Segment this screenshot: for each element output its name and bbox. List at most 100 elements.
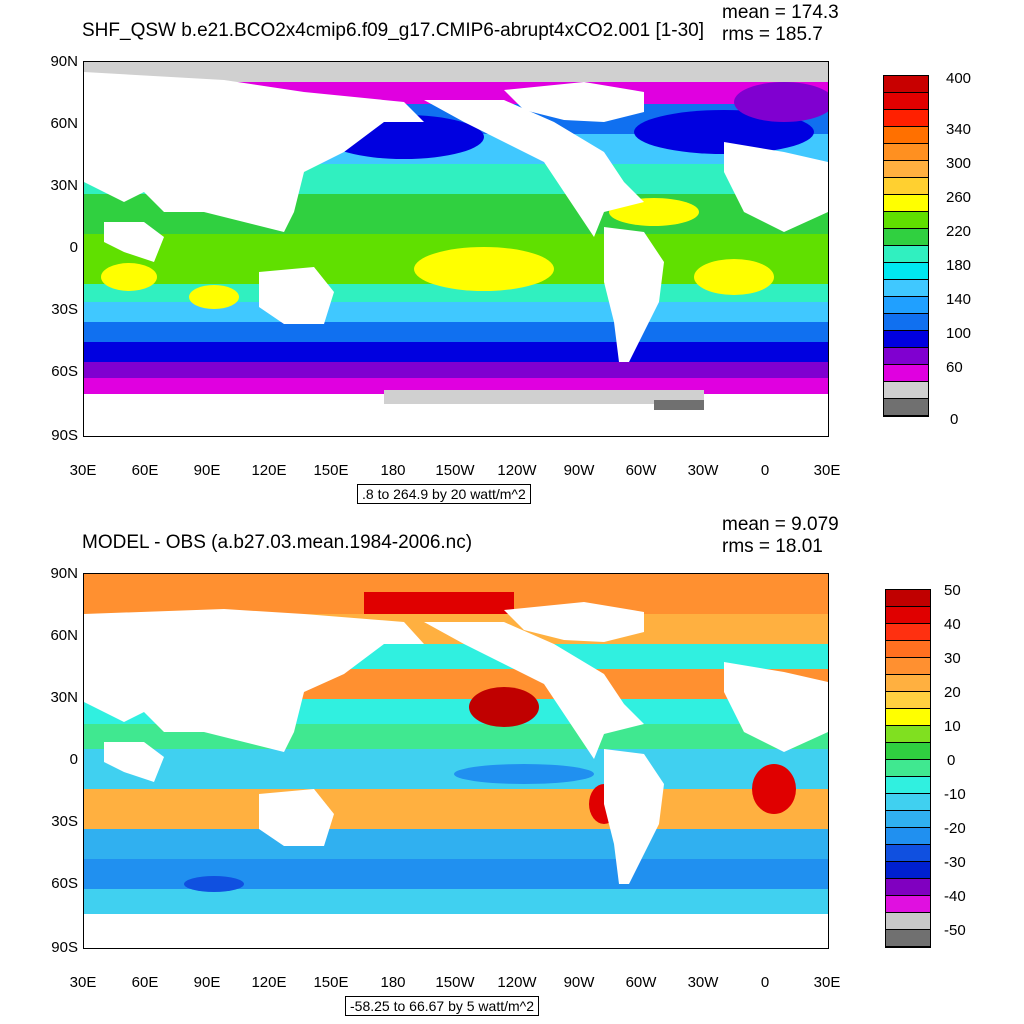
colorbar-segment xyxy=(886,828,930,845)
lat-label: 30S xyxy=(51,813,78,830)
rms-value: rms = 185.7 xyxy=(722,24,823,45)
colorbar-segment xyxy=(884,76,928,93)
colorbar-segment xyxy=(884,297,928,314)
colorbar-segment xyxy=(884,280,928,297)
lat-label: 90S xyxy=(51,939,78,956)
colorbar-segment xyxy=(884,161,928,178)
colorbar-segment xyxy=(884,331,928,348)
lon-label: 30E xyxy=(69,974,97,991)
map-field xyxy=(84,62,828,436)
top-map-panel: SHF_QSW b.e21.BCO2x4cmip6.f09_g17.CMIP6-… xyxy=(50,2,972,504)
colorbar-segment xyxy=(884,229,928,246)
colorbar-segment xyxy=(884,144,928,161)
colorbar-segment xyxy=(884,178,928,195)
mean-value: mean = 174.3 xyxy=(722,2,839,23)
colorbar-segment xyxy=(884,246,928,263)
lon-label: 90W xyxy=(563,462,595,479)
lon-label: 150W xyxy=(435,974,475,991)
range-info-box: -58.25 to 66.67 by 5 watt/m^2 xyxy=(345,996,540,1016)
colorbar-segment xyxy=(884,399,928,416)
colorbar-label: 400 xyxy=(946,70,972,87)
colorbar-segment xyxy=(886,692,930,709)
lon-label: 150E xyxy=(313,462,349,479)
lon-label: 120E xyxy=(251,462,287,479)
panel-title: SHF_QSW b.e21.BCO2x4cmip6.f09_g17.CMIP6-… xyxy=(82,20,705,41)
colorbar-segment xyxy=(884,365,928,382)
lon-label: 120W xyxy=(497,974,537,991)
colorbar-label: 50 xyxy=(944,582,961,599)
colorbar-segment xyxy=(886,913,930,930)
colorbar-label: -20 xyxy=(944,820,966,837)
colorbar-segment xyxy=(886,794,930,811)
lon-label: 90W xyxy=(563,974,595,991)
lon-label: 120E xyxy=(251,974,287,991)
lat-label: 0 xyxy=(69,751,78,768)
colorbar-label: 10 xyxy=(944,718,961,735)
lat-label: 30N xyxy=(50,177,78,194)
colorbar-segment xyxy=(884,110,928,127)
lat-label: 90N xyxy=(50,565,78,582)
lon-label: 90E xyxy=(193,974,221,991)
mean-value: mean = 9.079 xyxy=(722,514,839,535)
colorbar-segment xyxy=(886,658,930,675)
colorbar-label: 340 xyxy=(946,121,972,138)
colorbar xyxy=(883,75,929,417)
lon-label: 60E xyxy=(131,974,159,991)
colorbar-label: 20 xyxy=(944,684,961,701)
lon-label: 30E xyxy=(813,974,841,991)
colorbar-label: -40 xyxy=(944,888,966,905)
colorbar-segment xyxy=(884,263,928,280)
lat-label: 30S xyxy=(51,301,78,318)
colorbar-segment xyxy=(886,743,930,760)
lon-label: 0 xyxy=(760,462,770,479)
colorbar-segment xyxy=(886,624,930,641)
lon-label: 60W xyxy=(625,462,657,479)
lat-label: 90N xyxy=(50,53,78,70)
colorbar-segment xyxy=(886,811,930,828)
lon-label: 30W xyxy=(687,974,719,991)
map-plot-area xyxy=(83,61,829,437)
colorbar-segment xyxy=(886,607,930,624)
lon-label: 180 xyxy=(380,462,406,479)
colorbar-segment xyxy=(884,348,928,365)
colorbar-segment xyxy=(886,879,930,896)
lat-label: 60N xyxy=(50,115,78,132)
lat-label: 60S xyxy=(51,363,78,380)
rms-value: rms = 18.01 xyxy=(722,536,823,557)
lon-label: 150E xyxy=(313,974,349,991)
range-info-box: .8 to 264.9 by 20 watt/m^2 xyxy=(357,484,531,504)
colorbar-label: 40 xyxy=(944,616,961,633)
colorbar-label: 180 xyxy=(946,257,972,274)
colorbar-segment xyxy=(884,382,928,399)
panel-title: MODEL - OBS (a.b27.03.mean.1984-2006.nc) xyxy=(82,532,473,553)
lon-label: 30E xyxy=(69,462,97,479)
colorbar-segment xyxy=(886,590,930,607)
lon-label: 30E xyxy=(813,462,841,479)
lat-label: 0 xyxy=(69,239,78,256)
lon-label: 0 xyxy=(760,974,770,991)
bottom-map-panel: MODEL - OBS (a.b27.03.mean.1984-2006.nc)… xyxy=(0,512,1024,1024)
colorbar-segment xyxy=(886,641,930,658)
colorbar-segment xyxy=(886,930,930,947)
colorbar-label: 100 xyxy=(946,325,972,342)
colorbar-label: 300 xyxy=(946,155,972,172)
colorbar-label: 140 xyxy=(946,291,972,308)
lat-label: 60N xyxy=(50,627,78,644)
colorbar-label: 60 xyxy=(946,359,963,376)
lat-label: 30N xyxy=(50,689,78,706)
colorbar-label: -30 xyxy=(944,854,966,871)
lon-label: 60E xyxy=(131,462,159,479)
lat-label: 90S xyxy=(51,427,78,444)
colorbar-segment xyxy=(886,777,930,794)
colorbar-label: 0 xyxy=(947,752,956,769)
colorbar-segment xyxy=(884,314,928,331)
lat-label: 60S xyxy=(51,875,78,892)
lon-label: 150W xyxy=(435,462,475,479)
lon-label: 60W xyxy=(625,974,657,991)
colorbar-segment xyxy=(884,127,928,144)
colorbar-segment xyxy=(886,726,930,743)
colorbar-segment xyxy=(886,896,930,913)
map-field xyxy=(84,574,828,948)
colorbar-segment xyxy=(884,195,928,212)
lon-label: 90E xyxy=(193,462,221,479)
